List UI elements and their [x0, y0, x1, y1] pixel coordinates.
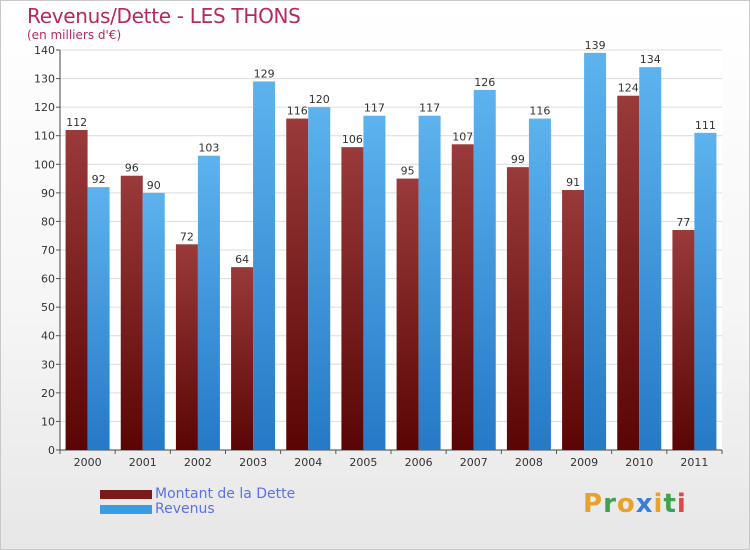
data-label-revenus-2000: 92: [92, 173, 106, 186]
y-tick-label: 120: [34, 101, 55, 114]
bar-debt-2001: [120, 175, 143, 450]
legend-label-revenus: Revenus: [155, 501, 215, 517]
logo-letter: x: [635, 489, 654, 519]
logo-letter: P: [583, 489, 604, 519]
data-label-revenus-2005: 117: [364, 102, 385, 115]
x-tick-label-2008: 2008: [515, 456, 543, 469]
bar-debt-2004: [286, 118, 309, 451]
y-tick-label: 100: [34, 158, 55, 171]
y-tick-label: 110: [34, 130, 55, 143]
logo-letter: r: [603, 489, 617, 519]
legend-label-debt: Montant de la Dette: [155, 486, 296, 502]
bar-revenus-2010: [639, 67, 662, 451]
bar-revenus-2011: [694, 132, 717, 450]
bar-debt-2009: [562, 190, 585, 450]
x-tick-label-2000: 2000: [74, 456, 102, 469]
x-tick-label-2004: 2004: [294, 456, 322, 469]
data-label-debt-2003: 64: [235, 253, 249, 266]
bar-revenus-2007: [473, 90, 496, 450]
x-tick-label-2011: 2011: [680, 456, 708, 469]
bar-revenus-2005: [363, 115, 386, 450]
data-label-debt-2005: 106: [342, 133, 363, 146]
bar-revenus-2002: [197, 155, 220, 450]
bar-debt-2003: [231, 267, 254, 450]
x-tick-label-2006: 2006: [405, 456, 433, 469]
data-label-debt-2006: 95: [401, 165, 415, 178]
x-tick-label-2010: 2010: [625, 456, 653, 469]
bar-debt-2011: [672, 230, 695, 450]
y-tick-label: 40: [41, 330, 55, 343]
x-tick-label-2003: 2003: [239, 456, 267, 469]
bar-revenus-2001: [142, 192, 165, 450]
bar-revenus-2003: [253, 81, 276, 450]
bar-revenus-2009: [584, 52, 607, 450]
y-tick-label: 0: [48, 444, 55, 457]
y-tick-label: 60: [41, 273, 55, 286]
bar-revenus-2000: [87, 187, 110, 450]
bar-revenus-2006: [418, 115, 441, 450]
data-label-revenus-2008: 116: [529, 105, 550, 118]
legend-swatch-revenus: [100, 505, 152, 514]
data-label-revenus-2011: 111: [695, 119, 716, 132]
data-label-debt-2011: 77: [676, 216, 690, 229]
data-label-revenus-2003: 129: [254, 67, 275, 80]
data-label-revenus-2010: 134: [640, 53, 661, 66]
x-tick-label-2005: 2005: [349, 456, 377, 469]
x-tick-label-2007: 2007: [460, 456, 488, 469]
y-tick-label: 130: [34, 73, 55, 86]
bar-debt-2010: [617, 95, 640, 450]
data-label-debt-2002: 72: [180, 230, 194, 243]
data-label-debt-2010: 124: [618, 82, 639, 95]
bar-debt-2005: [341, 147, 364, 450]
data-label-revenus-2007: 126: [474, 76, 495, 89]
data-label-revenus-2009: 139: [585, 39, 606, 52]
bars: [65, 52, 717, 451]
bar-debt-2002: [175, 244, 198, 450]
x-tick-label-2001: 2001: [129, 456, 157, 469]
bar-revenus-2004: [308, 107, 331, 451]
bar-debt-2008: [506, 167, 529, 450]
data-label-debt-2008: 99: [511, 153, 525, 166]
chart-title: Revenus/Dette - LES THONS: [27, 4, 301, 28]
bar-revenus-2008: [528, 118, 551, 451]
data-label-revenus-2001: 90: [147, 179, 161, 192]
data-labels: 1129296907210364129116120106117951171071…: [66, 39, 716, 266]
y-tick-label: 20: [41, 387, 55, 400]
y-tick-label: 90: [41, 187, 55, 200]
legend-swatch-debt: [100, 490, 152, 499]
logo-letter: t: [663, 489, 677, 519]
y-tick-label: 50: [41, 301, 55, 314]
y-tick-label: 70: [41, 244, 55, 257]
proxiti-logo: Proxiti: [583, 489, 687, 519]
data-label-debt-2001: 96: [125, 162, 139, 175]
x-tick-label-2002: 2002: [184, 456, 212, 469]
logo-letter: o: [616, 489, 636, 519]
bar-debt-2006: [396, 178, 419, 451]
data-label-debt-2009: 91: [566, 176, 580, 189]
data-label-revenus-2002: 103: [198, 142, 219, 155]
data-label-debt-2004: 116: [287, 105, 308, 118]
data-label-revenus-2004: 120: [309, 93, 330, 106]
y-tick-label: 10: [41, 415, 55, 428]
data-label-debt-2007: 107: [452, 130, 473, 143]
bar-debt-2007: [451, 144, 474, 451]
data-label-revenus-2006: 117: [419, 102, 440, 115]
data-label-debt-2000: 112: [66, 116, 87, 129]
bar-debt-2000: [65, 130, 88, 450]
logo-letter: i: [676, 489, 687, 519]
chart-subtitle: (en milliers d'€): [27, 28, 122, 42]
axes: 0 10 20 30 40 50 60 70 80 90 100 110 120 130 140 2000 20…: [34, 44, 723, 469]
y-tick-label: 140: [34, 44, 55, 57]
logo-letter: i: [653, 489, 664, 519]
x-tick-label-2009: 2009: [570, 456, 598, 469]
y-tick-label: 30: [41, 358, 55, 371]
y-tick-label: 80: [41, 215, 55, 228]
